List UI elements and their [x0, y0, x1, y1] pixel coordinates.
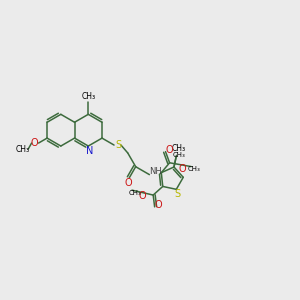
Text: CH₃: CH₃ — [128, 190, 141, 196]
Text: CH₃: CH₃ — [172, 152, 185, 158]
Text: CH₃: CH₃ — [15, 145, 29, 154]
Text: CH₃: CH₃ — [81, 92, 95, 101]
Text: O: O — [166, 145, 173, 154]
Text: O: O — [31, 138, 38, 148]
Text: S: S — [115, 140, 121, 150]
Text: NH: NH — [149, 167, 162, 176]
Text: CH₃: CH₃ — [172, 144, 186, 153]
Text: N: N — [85, 146, 93, 156]
Text: CH₃: CH₃ — [188, 166, 200, 172]
Text: O: O — [124, 178, 132, 188]
Text: O: O — [178, 164, 186, 174]
Text: O: O — [139, 191, 146, 201]
Text: O: O — [155, 200, 162, 210]
Text: S: S — [174, 189, 180, 199]
